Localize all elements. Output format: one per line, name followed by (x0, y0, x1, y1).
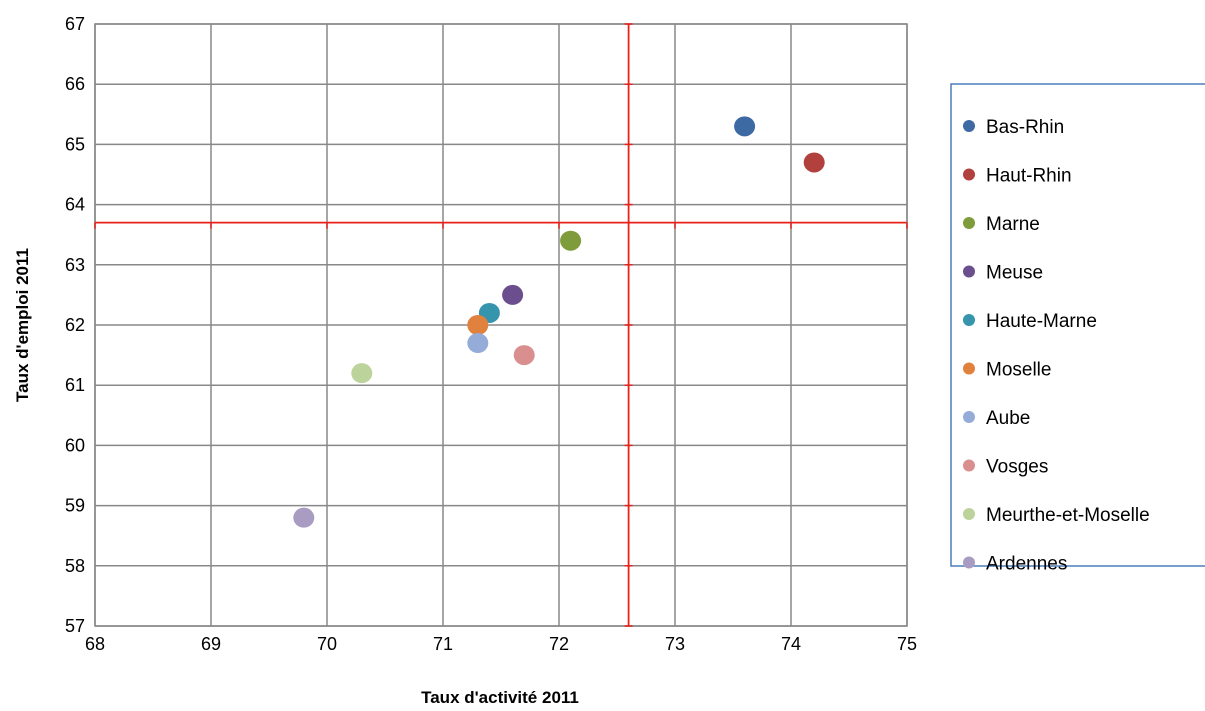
y-tick-label: 67 (65, 14, 85, 34)
legend-label: Aube (986, 408, 1030, 429)
y-tick-label: 57 (65, 616, 85, 636)
grid (94, 23, 908, 627)
data-point (513, 345, 535, 366)
y-tick-label: 66 (65, 74, 85, 94)
legend-label: Meuse (986, 263, 1043, 284)
legend-label: Haut-Rhin (986, 166, 1072, 187)
legend: Bas-Rhin Haut-Rhin Marne Meuse Haute-Marne Mo… (950, 83, 1205, 575)
y-axis-ticks: 57 58 59 60 61 62 63 64 65 66 67 (65, 14, 85, 636)
x-tick-label: 70 (317, 634, 337, 654)
legend-box (950, 83, 1205, 567)
legend-label: Moselle (986, 360, 1051, 381)
legend-label: Bas-Rhin (986, 117, 1064, 138)
legend-label: Vosges (986, 457, 1048, 478)
legend-marker (963, 265, 975, 278)
x-axis-ticks: 68 69 70 71 72 73 74 75 (85, 634, 917, 654)
legend-label: Ardennes (986, 554, 1067, 575)
x-tick-label: 69 (201, 634, 221, 654)
y-tick-label: 63 (65, 255, 85, 275)
x-tick-label: 73 (665, 634, 685, 654)
y-tick-label: 62 (65, 315, 85, 335)
data-point (293, 507, 315, 528)
data-point (502, 284, 524, 305)
x-tick-label: 71 (433, 634, 453, 654)
legend-label: Haute-Marne (986, 311, 1097, 332)
x-tick-label: 68 (85, 634, 105, 654)
reference-lines (94, 23, 908, 627)
y-tick-label: 61 (65, 375, 85, 395)
x-tick-label: 72 (549, 634, 569, 654)
legend-marker (963, 217, 975, 229)
legend-marker (963, 120, 975, 132)
legend-marker (963, 459, 975, 472)
y-tick-label: 65 (65, 134, 85, 154)
data-point (560, 230, 582, 251)
legend-label: Meurthe-et-Moselle (986, 505, 1150, 526)
y-tick-label: 64 (65, 195, 85, 215)
data-points (293, 116, 825, 528)
plot-area-border (94, 23, 908, 627)
data-point (467, 333, 489, 354)
data-point (734, 116, 756, 137)
data-point (467, 315, 489, 335)
legend-marker (963, 556, 975, 569)
x-axis-title: Taux d'activité 2011 (421, 688, 579, 707)
data-point (803, 152, 825, 173)
x-tick-label: 75 (897, 634, 917, 654)
legend-marker (963, 508, 975, 520)
y-axis-title: Taux d'emploi 2011 (13, 248, 32, 402)
legend-marker (963, 314, 975, 326)
y-tick-label: 60 (65, 435, 85, 455)
legend-label: Marne (986, 214, 1040, 235)
legend-marker (963, 362, 975, 375)
y-tick-label: 59 (65, 496, 85, 516)
data-point (351, 363, 373, 384)
x-tick-label: 74 (781, 634, 801, 654)
legend-marker (963, 411, 975, 423)
y-tick-label: 58 (65, 556, 85, 576)
legend-marker (963, 168, 975, 181)
